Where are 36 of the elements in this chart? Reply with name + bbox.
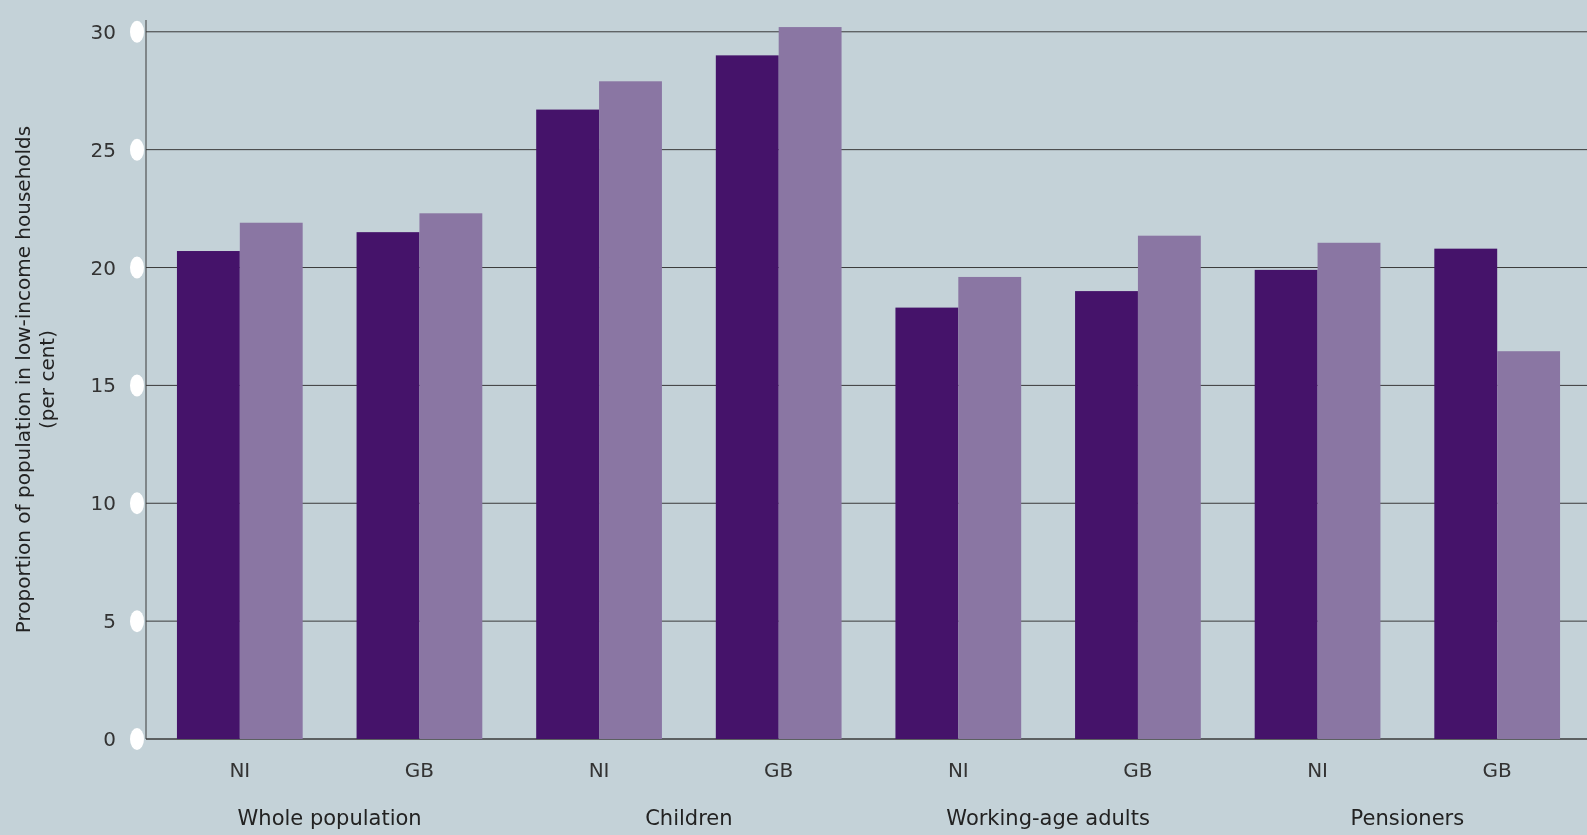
bar bbox=[176, 251, 240, 739]
text: Working-age adults bbox=[946, 806, 1150, 830]
y-tick-label: 30 bbox=[90, 19, 116, 44]
text: Whole population bbox=[237, 806, 422, 830]
bar bbox=[895, 307, 959, 739]
x-tick-label: NI bbox=[588, 758, 610, 782]
text: Pensioners bbox=[1350, 806, 1465, 830]
y-tick-label: 15 bbox=[90, 373, 116, 398]
bar bbox=[239, 222, 303, 739]
x-tick-label: NI bbox=[229, 758, 251, 782]
bar bbox=[1497, 351, 1561, 739]
y-tick-label: 20 bbox=[90, 255, 116, 280]
x-tick-label: GB bbox=[764, 758, 794, 782]
y-axis-title: Proportion of population in low-income households (per cent) bbox=[11, 125, 59, 634]
bar bbox=[1434, 248, 1498, 739]
bar bbox=[1254, 269, 1318, 739]
y-tick-label: 0 bbox=[103, 727, 116, 751]
y-tick-label: 10 bbox=[90, 491, 116, 516]
bar bbox=[356, 232, 420, 739]
bar bbox=[536, 109, 600, 739]
bar bbox=[419, 213, 483, 739]
bar bbox=[1137, 235, 1201, 739]
bar bbox=[715, 55, 779, 739]
x-tick-label: NI bbox=[947, 758, 969, 782]
x-tick-label: NI bbox=[1307, 758, 1328, 782]
text: Children bbox=[645, 806, 733, 830]
y-tick-label: 25 bbox=[90, 137, 116, 162]
bar bbox=[599, 81, 662, 739]
bar bbox=[1317, 242, 1381, 739]
bar bbox=[1075, 291, 1138, 739]
bar bbox=[778, 27, 842, 739]
y-tick-label: 5 bbox=[103, 609, 116, 634]
x-tick-label: GB bbox=[1482, 758, 1512, 782]
bar bbox=[958, 276, 1022, 739]
x-tick-label: GB bbox=[404, 758, 435, 782]
x-tick-label: GB bbox=[1123, 758, 1153, 782]
